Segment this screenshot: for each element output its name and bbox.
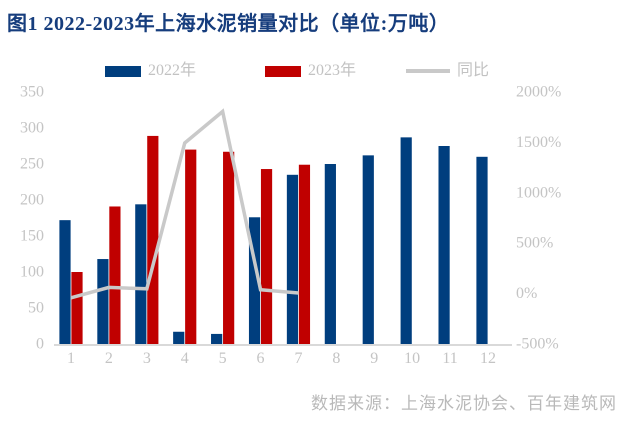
x-axis-tick-month-1: 1 [67,350,75,367]
y-axis-left-tick: 200 [20,192,44,209]
bar-2022年-month-7 [286,174,299,344]
x-axis-tick-month-5: 5 [219,350,227,367]
bar-2022年-month-9 [362,155,374,344]
y-axis-right-tick: 1500% [516,134,561,151]
y-axis-left-tick: 150 [20,228,44,245]
x-axis-tick-month-10: 10 [404,350,420,367]
x-axis-tick-month-4: 4 [181,350,189,367]
bar-2022年-month-8 [324,164,336,344]
y-axis-left-tick: 50 [28,300,44,317]
bar-2022年-month-3 [135,204,147,344]
y-axis-right-tick: 1000% [516,184,561,201]
legend: 2022年 2023年 同比 [0,61,625,81]
bar-2022年-month-12 [476,156,488,344]
bar-2022年-month-10 [400,137,412,344]
bar-2022年-month-2 [97,259,109,344]
x-axis-tick-month-12: 12 [480,350,496,367]
legend-item-2023: 2023年 [265,61,356,81]
chart-title: 图1 2022-2023年上海水泥销量对比（单位:万吨） [7,13,450,35]
bar-2023年-month-4 [185,149,197,344]
y-axis-right-tick: 0% [516,285,537,302]
y-axis-left-tick: 350 [20,84,44,101]
y-axis-right-tick: -500% [516,336,559,353]
bar-2022年-month-11 [438,146,450,344]
x-axis-tick-month-2: 2 [105,350,113,367]
y-axis-left-tick: 250 [20,156,44,173]
y-axis-left-tick: 300 [20,120,44,137]
legend-line-swatch-yoy [406,69,450,73]
y-axis-right-tick: 500% [516,235,553,252]
legend-label-2022: 2022年 [148,62,197,79]
yoy-line [70,108,299,300]
legend-label-2023: 2023年 [308,62,357,79]
bar-2023年-month-5 [223,151,235,344]
y-axis-right-tick: 2000% [516,84,561,101]
bar-2023年-month-2 [109,206,121,344]
bar-2022年-month-4 [173,331,185,344]
bar-2022年-month-5 [211,333,223,344]
bar-2023年-month-7 [298,164,311,344]
legend-swatch-2022 [105,65,141,77]
legend-item-yoy: 同比 [406,61,489,81]
y-axis-left-tick: 100 [20,264,44,281]
x-axis-tick-month-7: 7 [294,350,302,367]
x-axis-tick-month-9: 9 [370,350,378,367]
legend-swatch-2023 [265,65,301,77]
bar-2023年-month-1 [71,272,83,344]
data-source-note: 数据来源：上海水泥协会、百年建筑网 [311,394,617,413]
x-axis-tick-month-11: 11 [442,350,457,367]
bar-2022年-month-1 [59,220,71,344]
y-axis-left-tick: 0 [36,336,44,353]
bar-2023年-month-3 [147,135,159,344]
bar-2022年-month-6 [248,217,261,344]
x-axis-tick-month-6: 6 [257,350,265,367]
x-axis-tick-month-8: 8 [332,350,340,367]
legend-item-2022: 2022年 [105,61,196,81]
bar-2023年-month-6 [260,169,273,344]
legend-label-yoy: 同比 [457,62,490,79]
x-axis-tick-month-3: 3 [143,350,151,367]
